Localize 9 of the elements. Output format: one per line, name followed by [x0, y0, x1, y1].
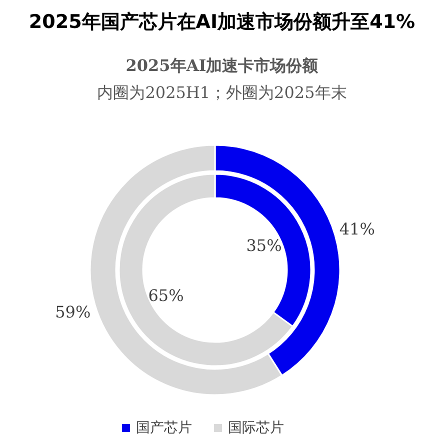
- data-label: 41%: [339, 220, 375, 239]
- data-label: 65%: [148, 286, 184, 305]
- data-label: 59%: [55, 302, 91, 322]
- data-label: 35%: [246, 236, 282, 256]
- text: 内圈为2025H1；外圈为2025年末: [97, 83, 347, 102]
- legend-label: 国产芯片: [136, 420, 192, 436]
- chart-subtitle: 2025年AI加速卡市场份额: [126, 56, 320, 75]
- legend-label: 国际芯片: [228, 420, 284, 436]
- chart-title: 2025年国产芯片在AI加速市场份额升至41%: [28, 11, 416, 33]
